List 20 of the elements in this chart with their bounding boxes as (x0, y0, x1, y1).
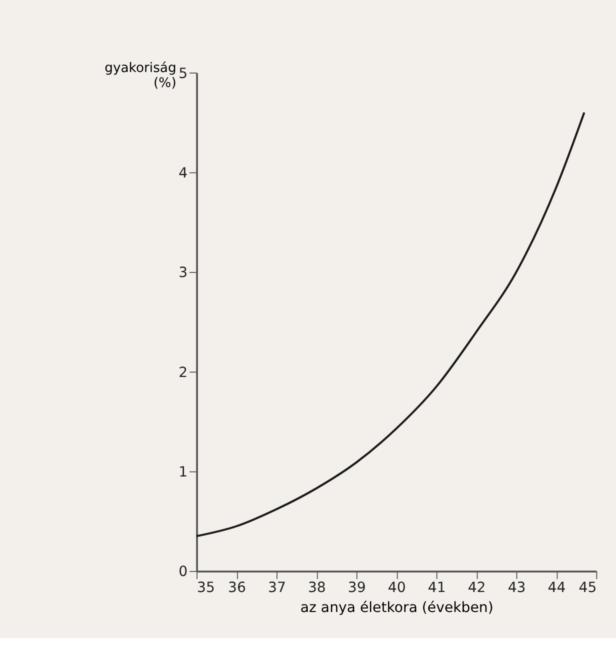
line-series (196, 111, 586, 538)
y-tick-label: 3 (178, 265, 188, 282)
x-axis-title: az anya életkora (években) (300, 600, 494, 616)
y-tick-label: 0 (178, 564, 188, 580)
x-tick-label: 35 (197, 580, 215, 596)
y-axis-title: gyakoriság (%) (104, 61, 176, 92)
x-tick-label: 36 (228, 580, 246, 596)
x-tick-label: 40 (388, 580, 406, 596)
x-tick-label: 43 (508, 580, 526, 596)
y-tick-label: 4 (178, 165, 188, 182)
y-tick-label: 5 (178, 66, 188, 82)
x-tick-label: 44 (548, 580, 566, 596)
x-tick-label: 45 (578, 580, 597, 596)
x-tick-label: 38 (308, 580, 326, 596)
x-tick-label: 41 (428, 580, 446, 596)
x-tick-label: 39 (348, 580, 366, 596)
y-tick-label: 1 (178, 464, 188, 481)
x-tick-label: 37 (268, 580, 286, 596)
x-tick-label: 42 (468, 580, 486, 596)
y-tick-label: 2 (178, 364, 188, 381)
